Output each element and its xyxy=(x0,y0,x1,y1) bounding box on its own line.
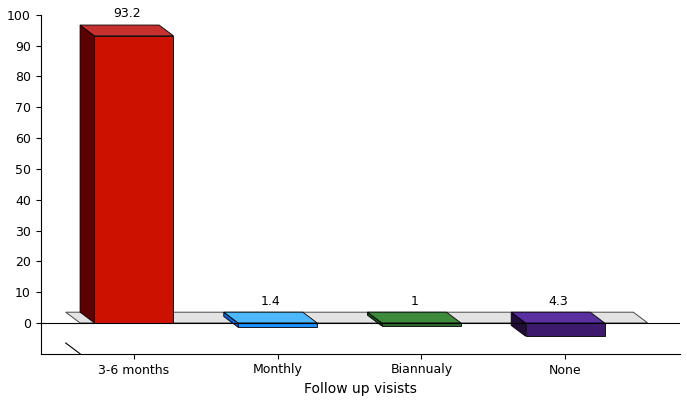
Polygon shape xyxy=(368,312,461,323)
Text: 4.3: 4.3 xyxy=(548,295,567,307)
Polygon shape xyxy=(382,323,461,326)
Text: 1: 1 xyxy=(410,295,418,307)
Polygon shape xyxy=(224,312,238,327)
Polygon shape xyxy=(526,323,605,336)
Polygon shape xyxy=(94,36,174,323)
Polygon shape xyxy=(66,312,648,323)
X-axis label: Follow up visists: Follow up visists xyxy=(304,382,417,396)
Text: 1.4: 1.4 xyxy=(260,295,280,307)
Polygon shape xyxy=(511,312,605,323)
Polygon shape xyxy=(238,323,317,327)
Polygon shape xyxy=(80,25,174,36)
Text: 93.2: 93.2 xyxy=(113,7,141,21)
Polygon shape xyxy=(224,312,317,323)
Polygon shape xyxy=(80,25,94,323)
Polygon shape xyxy=(368,312,382,326)
Polygon shape xyxy=(511,312,526,336)
